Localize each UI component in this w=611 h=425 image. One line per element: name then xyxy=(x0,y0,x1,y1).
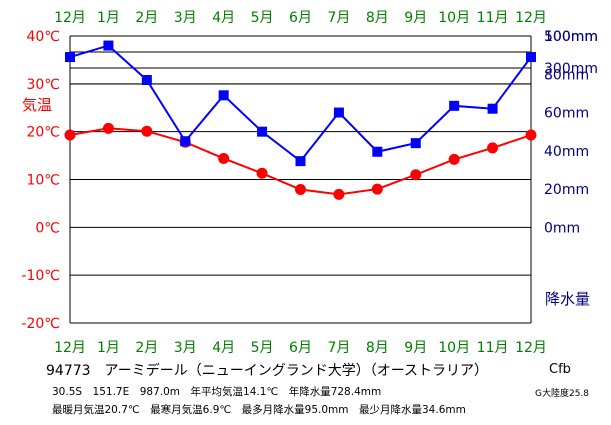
precipitation-tick-label: 0mm xyxy=(544,220,580,236)
precipitation-axis-label: 降水量 xyxy=(545,290,590,308)
precipitation-point xyxy=(218,90,229,101)
precipitation-point xyxy=(333,107,344,118)
precipitation-tick-label: 60mm xyxy=(544,106,589,122)
month-label-top: 8月 xyxy=(366,10,389,26)
precipitation-point xyxy=(410,138,421,149)
month-label-top: 3月 xyxy=(174,10,197,26)
climate-chart: 12月 12月 1月 1月 2月 2月 3月 3月 4月 4月 5月 5月 6月 6月 7月 7月 8月 8月 9月… xyxy=(21,10,598,356)
temperature-point xyxy=(371,183,383,195)
temperature-point xyxy=(218,152,230,164)
precipitation-point xyxy=(141,75,152,86)
precipitation-tick-label: 100mm xyxy=(544,29,598,45)
precipitation-point xyxy=(487,103,498,114)
month-label-top: 9月 xyxy=(404,10,427,26)
month-label-bottom: 7月 xyxy=(327,340,350,356)
temperature-tick-label: -10℃ xyxy=(21,268,60,284)
temperature-point xyxy=(487,142,499,154)
temperature-axis-label: 気温 xyxy=(22,96,52,114)
temperature-point xyxy=(448,153,460,165)
continentality-index: G大陸度25.8 xyxy=(535,389,590,399)
precipitation-point xyxy=(257,126,268,137)
temperature-tick-label: -20℃ xyxy=(21,316,60,332)
precipitation-line xyxy=(69,44,532,163)
temperature-point xyxy=(64,129,76,141)
precipitation-tick-label: 20mm xyxy=(544,182,589,198)
precipitation-tick-label: 40mm xyxy=(544,144,589,160)
month-label-bottom: 3月 xyxy=(174,340,197,356)
precipitation-tick-label: 80mm xyxy=(544,67,589,83)
month-label-bottom: 12月 xyxy=(54,340,86,356)
month-label-top: 7月 xyxy=(327,10,350,26)
temperature-point xyxy=(102,122,114,134)
month-label-top: 4月 xyxy=(212,10,235,26)
temperature-point xyxy=(525,129,537,141)
precipitation-point xyxy=(103,40,114,51)
month-label-top: 11月 xyxy=(477,10,509,26)
temperature-point xyxy=(333,188,345,200)
month-label-bottom: 11月 xyxy=(477,340,509,356)
precipitation-point xyxy=(526,52,536,63)
temperature-tick-label: 30℃ xyxy=(26,77,60,93)
station-name: 94773 アーミデール（ニューイングランド大学）（オーストラリア） xyxy=(46,363,488,379)
precipitation-point xyxy=(372,146,383,157)
temperature-tick-label: 0℃ xyxy=(35,220,60,236)
precipitation-point xyxy=(65,52,75,63)
temperature-point xyxy=(141,125,153,137)
month-label-top: 12月 xyxy=(515,10,547,26)
precipitation-tick-label: 500mm xyxy=(544,29,598,45)
month-label-bottom: 10月 xyxy=(438,340,470,356)
temperature-point xyxy=(410,169,422,181)
month-label-bottom: 9月 xyxy=(404,340,427,356)
month-label-top: 2月 xyxy=(135,10,158,26)
month-label-bottom: 5月 xyxy=(251,340,274,356)
precipitation-tick-label: 300mm xyxy=(544,61,598,77)
month-label-top: 1月 xyxy=(97,10,120,26)
month-label-bottom: 6月 xyxy=(289,340,312,356)
month-label-top: 12月 xyxy=(54,10,86,26)
month-label-bottom: 1月 xyxy=(97,340,120,356)
month-label-top: 10月 xyxy=(438,10,470,26)
month-label-top: 5月 xyxy=(251,10,274,26)
month-label-bottom: 2月 xyxy=(135,340,158,356)
station-stats-line-2: 最暖月気温20.7℃ 最寒月気温6.9℃ 最多月降水量95.0mm 最少月降水量… xyxy=(52,404,466,416)
temperature-tick-label: 10℃ xyxy=(26,173,60,189)
temperature-tick-label: 20℃ xyxy=(26,125,60,141)
temperature-point xyxy=(295,184,306,196)
temperature-point xyxy=(256,167,268,179)
month-label-bottom: 4月 xyxy=(212,340,235,356)
month-label-bottom: 8月 xyxy=(366,340,389,356)
station-stats-line-1: 30.5S 151.7E 987.0m 年平均気温14.1℃ 年降水量728.4… xyxy=(52,386,382,398)
precipitation-point xyxy=(295,156,306,167)
month-label-top: 6月 xyxy=(289,10,312,26)
climate-classification: Cfb xyxy=(549,362,571,377)
precipitation-point xyxy=(449,100,460,111)
month-label-bottom: 12月 xyxy=(515,340,547,356)
temperature-tick-label: 40℃ xyxy=(26,29,60,45)
precipitation-point xyxy=(180,136,191,147)
